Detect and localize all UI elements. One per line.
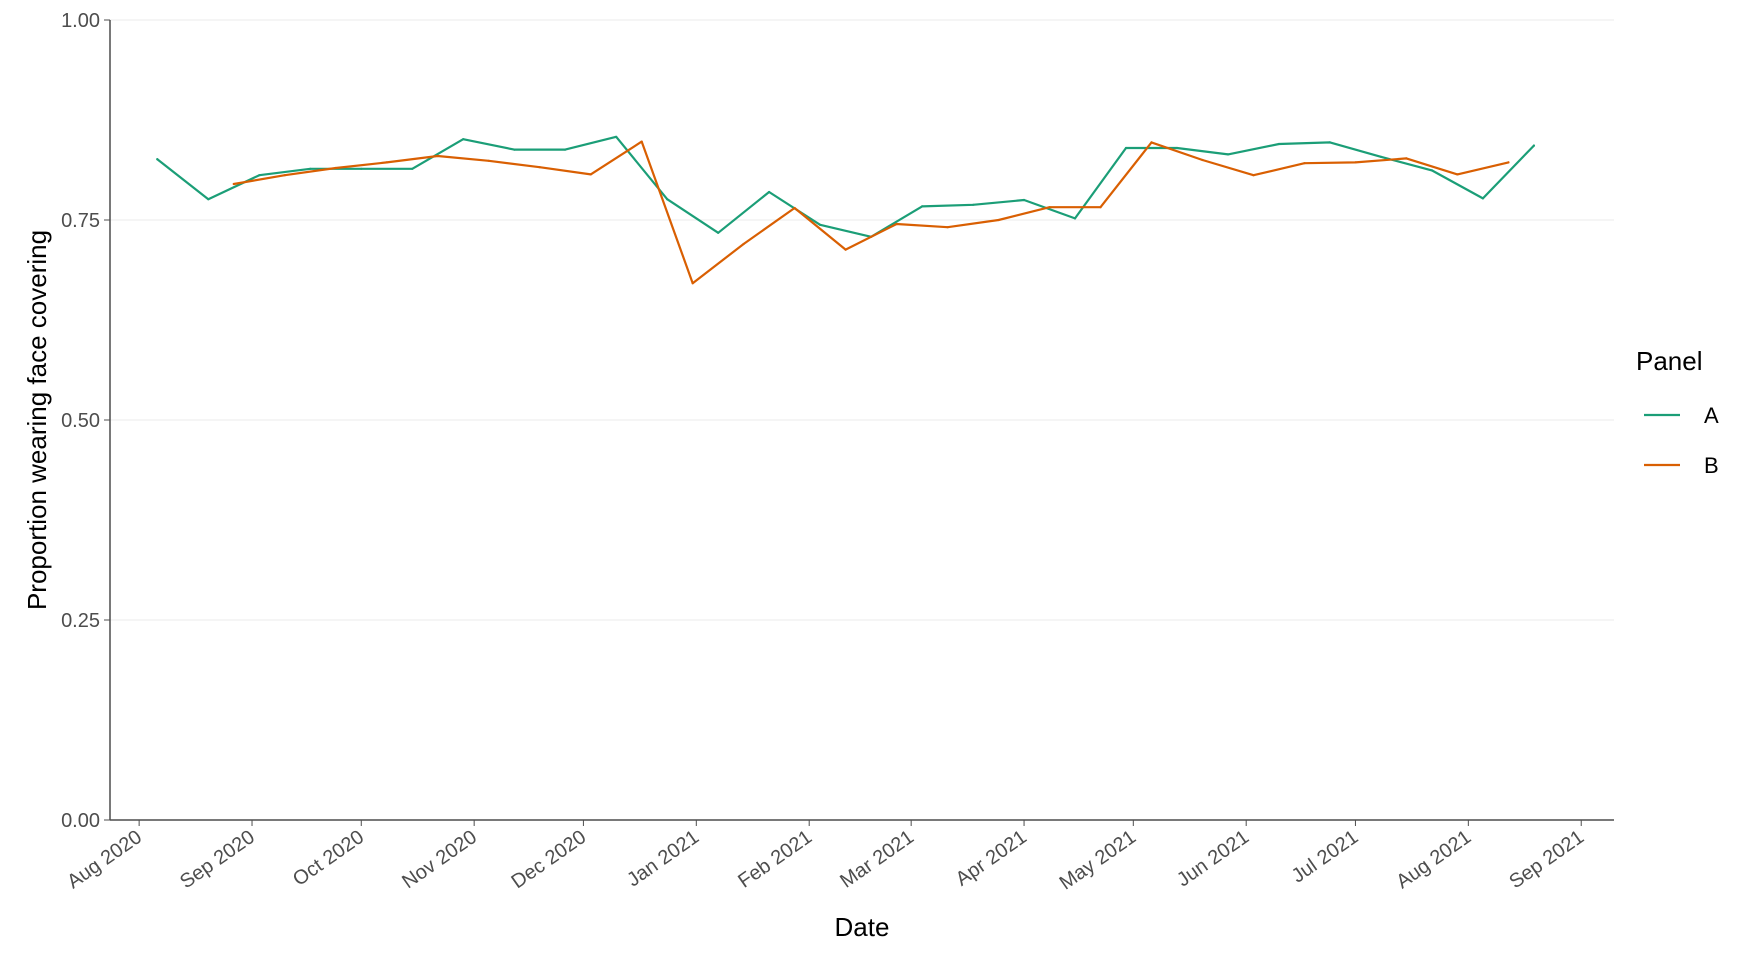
data-point-b (895, 222, 898, 226)
data-point-b (1201, 158, 1204, 162)
data-point-b (1048, 206, 1051, 209)
data-point-a (462, 138, 465, 141)
legend: Panel AB (1636, 346, 1719, 478)
data-point-b (1099, 206, 1102, 209)
data-point-b (844, 248, 847, 251)
data-point-b (793, 206, 796, 210)
data-point-b (1354, 161, 1357, 164)
data-point-a (1328, 141, 1332, 144)
data-point-b (334, 166, 337, 170)
y-tick-label: 0.50 (61, 410, 100, 432)
data-point-a (564, 148, 567, 151)
data-point-b (997, 218, 1000, 222)
data-point-b (742, 242, 745, 246)
data-point-b (589, 173, 592, 176)
data-point-a (1226, 153, 1230, 156)
data-point-b (1303, 162, 1306, 165)
data-point-a (156, 158, 159, 161)
data-point-a (920, 205, 924, 208)
data-point-b (1456, 173, 1459, 176)
x-axis-title: Date (835, 912, 890, 942)
data-point-a (1481, 197, 1485, 200)
data-point-a (768, 190, 771, 194)
data-point-a (1532, 144, 1535, 147)
data-point-a (1124, 146, 1128, 150)
y-tick-label: 1.00 (61, 10, 100, 32)
series-line-b (232, 140, 1510, 285)
legend-label-b: B (1704, 453, 1719, 478)
data-point-b (436, 154, 439, 158)
y-tick-label: 0.25 (61, 610, 100, 632)
y-tick-label: 0.75 (61, 210, 100, 232)
data-point-a (1430, 169, 1434, 172)
series-layer (156, 135, 1536, 285)
data-point-a (971, 203, 975, 206)
data-point-b (1150, 141, 1153, 144)
data-point-a (819, 223, 822, 226)
data-point-a (309, 167, 312, 170)
data-point-a (258, 174, 261, 177)
y-tick-label: 0.00 (61, 810, 100, 832)
legend-title: Panel (1636, 346, 1703, 376)
data-point-b (946, 226, 949, 229)
data-point-b (1507, 161, 1510, 164)
data-point-b (1405, 157, 1408, 160)
data-point-b (691, 282, 694, 285)
data-point-b (487, 159, 490, 162)
data-point-a (360, 167, 363, 170)
data-point-a (1379, 155, 1383, 158)
data-point-a (1073, 217, 1077, 220)
data-point-a (1277, 142, 1281, 146)
data-point-a (717, 231, 720, 234)
data-point-b (1252, 174, 1255, 177)
data-point-a (615, 135, 618, 138)
y-axis-title: Proportion wearing face covering (22, 230, 52, 610)
data-point-a (1175, 146, 1179, 150)
data-point-a (411, 167, 414, 170)
data-point-b (640, 140, 643, 143)
data-point-b (283, 174, 286, 177)
data-point-a (666, 198, 669, 201)
data-point-b (538, 166, 541, 169)
data-point-a (1022, 198, 1026, 202)
data-point-a (207, 198, 210, 201)
data-point-b (232, 182, 235, 186)
data-point-a (513, 148, 516, 151)
data-point-b (385, 161, 388, 164)
series-line-a (156, 135, 1536, 238)
legend-label-a: A (1704, 403, 1719, 428)
